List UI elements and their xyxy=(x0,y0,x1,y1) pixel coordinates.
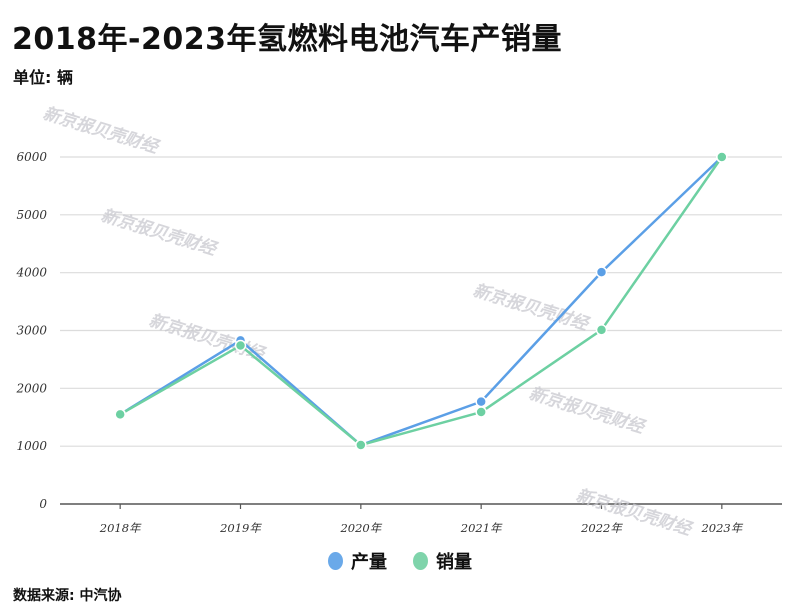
y-tick-label: 5000 xyxy=(16,208,47,222)
data-series xyxy=(114,151,728,451)
legend-item-production[interactable]: 产量 xyxy=(328,548,387,574)
x-tick-label: 2023年 xyxy=(700,521,743,535)
gridlines xyxy=(60,156,782,447)
data-source: 数据来源: 中汽协 xyxy=(13,588,122,604)
legend-dot-icon xyxy=(413,552,428,570)
series-line-0 xyxy=(119,156,723,447)
data-point[interactable] xyxy=(234,339,247,352)
y-axis-ticks: 0 1000 2000 3000 4000 5000 6000 xyxy=(15,150,47,511)
y-tick-label: 4000 xyxy=(15,266,47,280)
y-tick-label: 1000 xyxy=(16,439,47,453)
watermark-text: 新京报贝壳财经 xyxy=(147,311,269,366)
y-tick-label: 2000 xyxy=(15,381,47,395)
data-point[interactable] xyxy=(716,151,728,163)
x-tick-label: 2018年 xyxy=(99,521,142,535)
x-tick-label: 2019年 xyxy=(219,521,262,535)
watermark-text: 新京报贝壳财经 xyxy=(471,281,593,336)
x-axis: 2018年 2019年 2020年 2021年 2022年 2023年 xyxy=(60,503,782,535)
legend-label: 销量 xyxy=(436,552,472,573)
x-tick-label: 2021年 xyxy=(460,521,503,535)
line-chart: 0 1000 2000 3000 4000 5000 6000 2018年 2019年 2020… xyxy=(15,104,782,540)
y-tick-label: 6000 xyxy=(16,150,47,164)
data-point[interactable] xyxy=(355,439,367,451)
watermark-text: 新京报贝壳财经 xyxy=(41,104,163,159)
data-point[interactable] xyxy=(114,408,126,421)
data-point[interactable] xyxy=(475,395,487,408)
data-point[interactable] xyxy=(595,324,608,336)
chart-title: 2018年-2023年氢燃料电池汽车产销量 xyxy=(12,22,562,57)
watermark-text: 新京报贝壳财经 xyxy=(527,384,649,439)
y-tick-label: 0 xyxy=(39,497,47,511)
data-point[interactable] xyxy=(595,266,608,278)
y-tick-label: 3000 xyxy=(16,324,47,338)
x-tick-label: 2022年 xyxy=(580,521,623,535)
watermarks: 新京报贝壳财经新京报贝壳财经新京报贝壳财经新京报贝壳财经新京报贝壳财经新京报贝壳… xyxy=(41,104,696,540)
watermark-text: 新京报贝壳财经 xyxy=(99,206,221,261)
x-tick-label: 2020年 xyxy=(339,521,382,535)
legend-dot-icon xyxy=(328,552,343,570)
series-line-1 xyxy=(119,156,723,447)
legend: 产量 销量 xyxy=(0,548,800,574)
data-point[interactable] xyxy=(475,406,487,418)
legend-label: 产量 xyxy=(351,552,387,573)
legend-item-sales[interactable]: 销量 xyxy=(413,548,472,574)
unit-label: 单位: 辆 xyxy=(13,68,73,87)
